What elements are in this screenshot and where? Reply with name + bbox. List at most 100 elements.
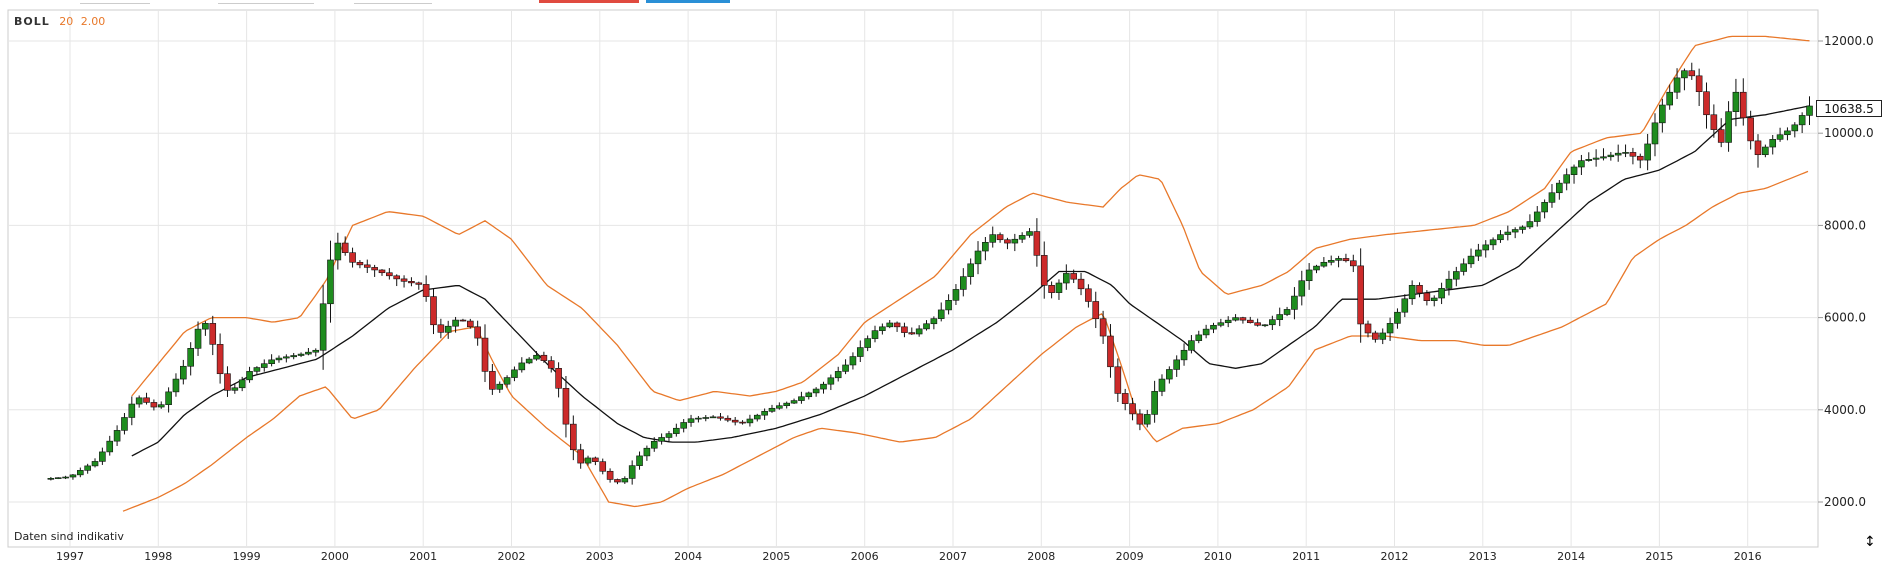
candle-down [1085, 288, 1092, 302]
candle-up [283, 356, 290, 359]
candle-up [253, 367, 261, 372]
candle-up [1386, 323, 1394, 334]
candle-up [1556, 182, 1563, 194]
candle-down [599, 461, 607, 472]
candle-up [106, 440, 114, 453]
candle-up [1592, 157, 1600, 160]
candle-up [1681, 70, 1688, 79]
candle-up [1188, 340, 1195, 351]
top-tab-2[interactable] [218, 0, 314, 4]
candle-up [1570, 166, 1578, 175]
candle-down [1077, 278, 1085, 290]
candle-up [1335, 258, 1342, 261]
candle-down [996, 234, 1004, 241]
candle-down [1416, 285, 1423, 294]
candle-up [636, 455, 643, 466]
y-tick-label: 12000.0 [1824, 34, 1874, 48]
indicator-name: BOLL [14, 15, 50, 28]
candle-down [1121, 393, 1129, 404]
candle-down [1364, 323, 1372, 334]
candle-up [511, 369, 518, 378]
top-tab-1[interactable] [80, 0, 150, 4]
candle-up [1460, 263, 1467, 272]
x-tick-label: 2000 [321, 550, 349, 563]
candle-up [444, 325, 452, 333]
candle-up [864, 338, 871, 348]
candle-down [540, 354, 548, 361]
candle-up [820, 383, 827, 390]
plot-frame [7, 9, 1819, 548]
x-tick-label: 2005 [762, 550, 790, 563]
candle-up [761, 411, 768, 416]
candle-up [1541, 202, 1548, 213]
candle-down [430, 296, 437, 326]
boll-middle-band [131, 105, 1810, 457]
candle-up [1585, 159, 1593, 161]
candle-down [341, 242, 349, 253]
candle-down [1423, 292, 1431, 301]
boll-upper-band [131, 35, 1810, 402]
y-tick-label: 8000.0 [1824, 218, 1866, 232]
candle-up [533, 354, 540, 360]
top-tab-red[interactable] [539, 0, 639, 3]
x-tick-label: 2003 [586, 550, 614, 563]
x-tick-label: 2006 [851, 550, 879, 563]
candle-down [481, 337, 489, 372]
candle-up [673, 427, 680, 434]
candle-up [989, 234, 997, 243]
candle-up [1659, 104, 1666, 124]
top-tab-3[interactable] [354, 0, 432, 4]
candle-up [452, 319, 459, 327]
candle-up [1600, 156, 1607, 159]
candle-down [1070, 273, 1077, 280]
candle-up [121, 417, 128, 431]
candle-down [1107, 335, 1114, 368]
resize-icon[interactable]: ↕ [1864, 534, 1876, 550]
candle-up [1784, 130, 1791, 136]
x-tick-label: 2011 [1292, 550, 1320, 563]
candle-up [805, 392, 813, 398]
y-tick-label: 10000.0 [1824, 126, 1874, 140]
candle-down [386, 272, 393, 277]
candle-down [143, 397, 150, 403]
candle-up [157, 404, 165, 408]
candle-up [1497, 234, 1504, 241]
candle-up [1511, 229, 1519, 233]
candle-down [400, 278, 408, 282]
candle-up [1776, 134, 1784, 140]
candle-up [967, 263, 974, 277]
indicator-period: 20 [59, 15, 74, 28]
candle-up [643, 447, 651, 457]
candle-down [378, 269, 386, 274]
candle-up [1806, 105, 1813, 116]
candle-up [99, 451, 106, 462]
candle-down [393, 275, 401, 280]
candle-up [1269, 319, 1276, 326]
candle-up [1445, 278, 1453, 289]
top-tab-blue[interactable] [646, 0, 730, 3]
candle-up [180, 365, 187, 380]
x-tick-label: 2015 [1645, 550, 1673, 563]
candle-down [1246, 319, 1254, 324]
candle-down [489, 371, 496, 390]
candle-up [1232, 317, 1239, 321]
candle-up [695, 417, 702, 420]
indicator-stddev: 2.00 [80, 15, 106, 28]
candle-up [974, 250, 982, 265]
candle-up [1158, 378, 1166, 392]
y-tick-label: 4000.0 [1824, 403, 1866, 417]
candle-up [650, 441, 658, 449]
candle-down [1040, 255, 1048, 286]
x-tick-label: 2012 [1381, 550, 1409, 563]
candle-up [1261, 324, 1269, 327]
candle-down [1099, 318, 1107, 337]
x-tick-label: 1999 [233, 550, 261, 563]
disclaimer-text: Daten sind indikativ [14, 530, 124, 543]
candle-up [849, 356, 857, 366]
candle-down [1629, 152, 1637, 157]
candle-down [1754, 140, 1762, 156]
candle-up [231, 387, 239, 391]
candle-up [834, 371, 842, 379]
